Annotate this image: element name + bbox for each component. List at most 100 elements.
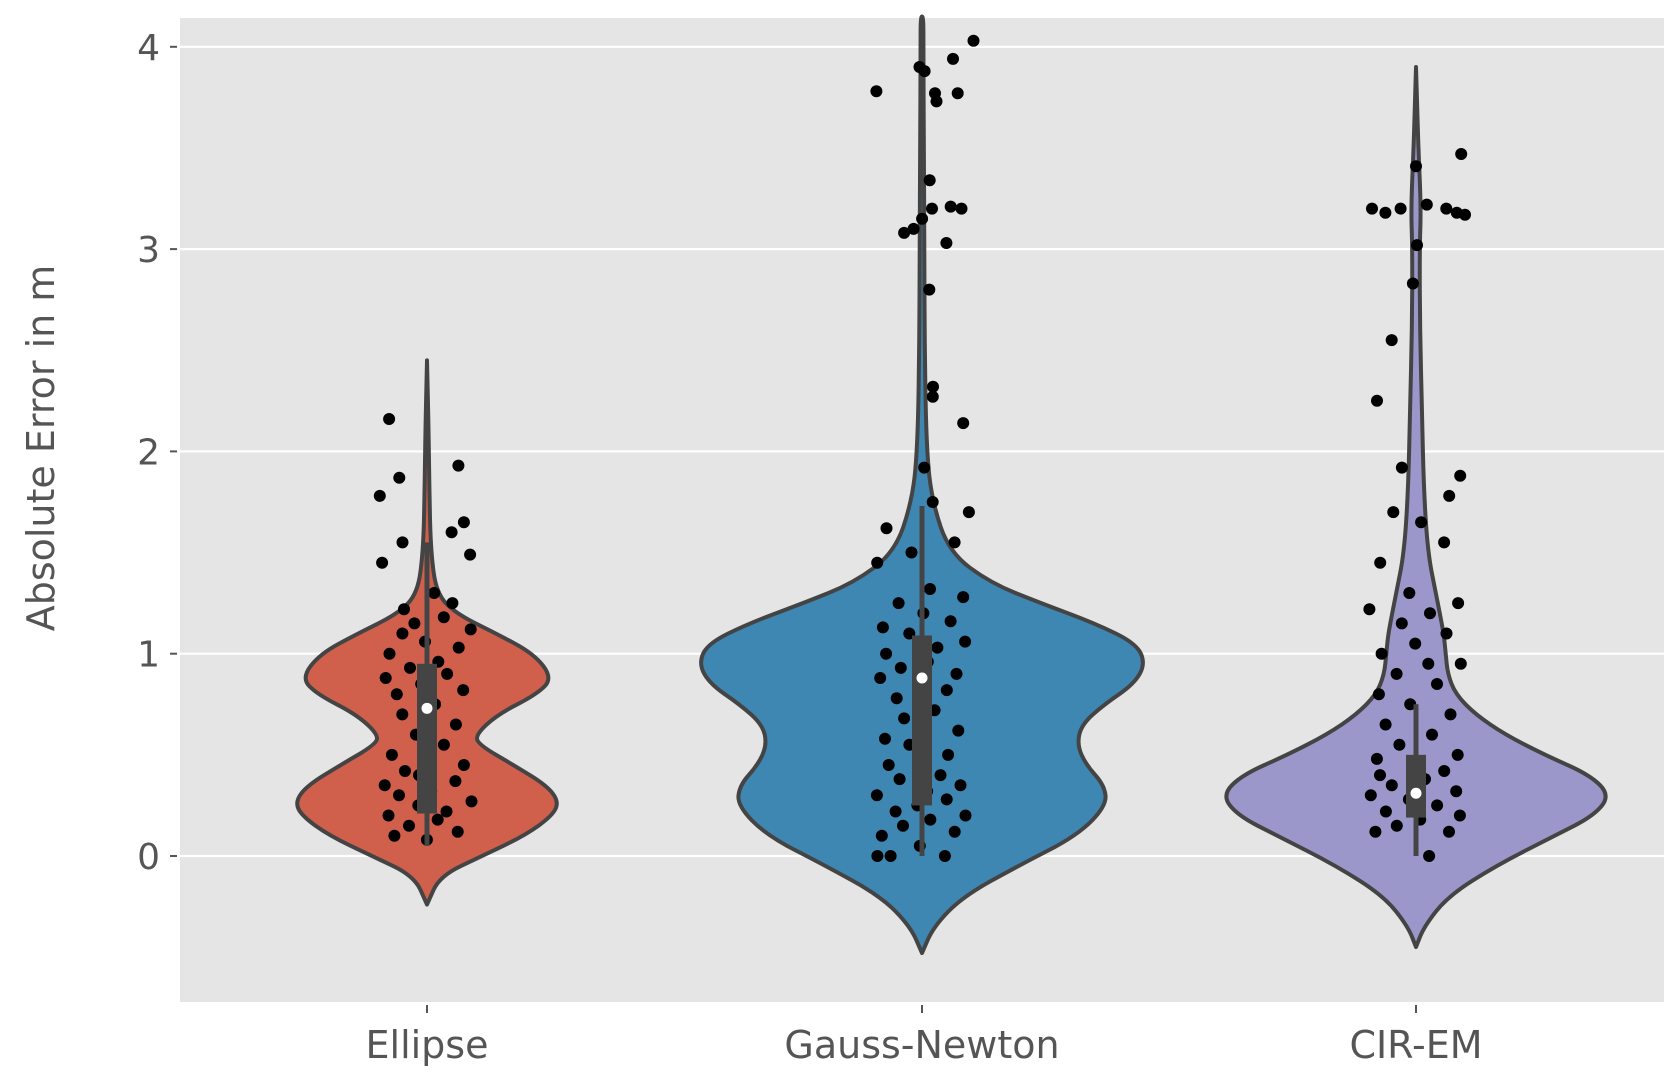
data-point (955, 202, 968, 215)
data-point (396, 627, 409, 640)
data-point (393, 471, 406, 484)
data-point (1422, 657, 1435, 670)
y-tick-label: 2 (137, 432, 160, 473)
data-point (379, 672, 392, 684)
data-point (1374, 769, 1386, 782)
data-point (1363, 603, 1376, 616)
data-point (926, 202, 938, 215)
data-point (457, 759, 470, 771)
data-point (1385, 334, 1398, 347)
data-point (924, 583, 936, 595)
data-point (923, 283, 936, 296)
data-point (889, 805, 902, 818)
data-point (940, 793, 953, 806)
data-point (959, 635, 972, 648)
data-point (452, 641, 465, 654)
data-point (1364, 789, 1377, 802)
data-point (959, 809, 972, 822)
data-point (1431, 678, 1443, 690)
data-point (1395, 461, 1408, 474)
data-point (967, 34, 980, 47)
data-point (437, 611, 450, 624)
data-point (944, 615, 957, 628)
data-point (950, 667, 963, 680)
data-point (1424, 607, 1436, 620)
data-point (441, 667, 454, 680)
y-axis-title: Absolute Error in m (19, 265, 63, 632)
data-point (894, 661, 907, 674)
data-point (1450, 785, 1463, 798)
data-point (1379, 206, 1392, 219)
data-point (1451, 748, 1464, 761)
y-tick-label: 0 (137, 837, 160, 878)
data-point (1409, 637, 1422, 650)
data-point (1379, 805, 1392, 818)
data-point (924, 813, 937, 826)
data-point (944, 200, 957, 213)
data-point (962, 506, 975, 519)
data-point (408, 617, 421, 630)
data-point (1395, 617, 1408, 630)
data-point (440, 805, 453, 818)
data-point (382, 809, 395, 822)
data-point (918, 461, 931, 474)
data-point (880, 647, 893, 660)
data-point (428, 587, 441, 599)
data-point (874, 672, 887, 684)
violin-cir-em (1224, 65, 1608, 949)
data-point (399, 765, 411, 777)
data-point (892, 597, 905, 610)
data-point (1415, 516, 1428, 529)
iqr-box (417, 663, 437, 814)
x-tick-label: Ellipse (366, 1023, 489, 1067)
data-point (1369, 825, 1382, 838)
data-point (1379, 718, 1392, 731)
data-point (398, 603, 410, 616)
data-point (1431, 799, 1444, 812)
data-point (1455, 148, 1468, 160)
y-tick-label: 4 (137, 28, 160, 69)
data-point (940, 684, 953, 697)
data-point (1426, 728, 1438, 741)
data-point (931, 641, 944, 654)
data-point (923, 174, 936, 187)
data-point (884, 850, 897, 862)
data-point (957, 591, 970, 604)
data-point (934, 769, 947, 782)
data-point (870, 789, 883, 802)
data-point (1374, 556, 1387, 569)
data-point (938, 850, 951, 862)
median-marker (1410, 787, 1422, 799)
data-point (882, 759, 895, 771)
data-point (1453, 809, 1466, 822)
data-point (1443, 489, 1456, 502)
y-axis: 0 1 2 3 4 (137, 28, 177, 878)
data-point (1444, 708, 1457, 721)
data-point (893, 773, 906, 786)
data-point (880, 522, 893, 535)
data-point (875, 829, 888, 842)
data-point (1387, 506, 1400, 519)
data-point (1454, 657, 1467, 670)
data-point (449, 718, 462, 731)
data-point (1385, 779, 1398, 792)
data-point (1438, 536, 1451, 549)
data-point (948, 825, 961, 838)
data-point (388, 829, 401, 842)
x-tick-label: CIR-EM (1349, 1023, 1482, 1067)
data-point (957, 417, 970, 430)
data-point (948, 536, 961, 549)
data-point (926, 390, 939, 403)
x-axis: Ellipse Gauss-Newton CIR-EM (366, 1005, 1483, 1067)
data-point (871, 850, 884, 862)
data-point (876, 621, 889, 634)
data-point (446, 597, 459, 610)
median-marker (916, 672, 928, 684)
data-point (1420, 198, 1433, 211)
y-tick-label: 1 (137, 635, 160, 676)
data-point (390, 688, 403, 701)
data-point (1440, 202, 1453, 215)
data-point (954, 779, 967, 792)
data-point (1390, 819, 1403, 832)
data-point (871, 556, 884, 569)
